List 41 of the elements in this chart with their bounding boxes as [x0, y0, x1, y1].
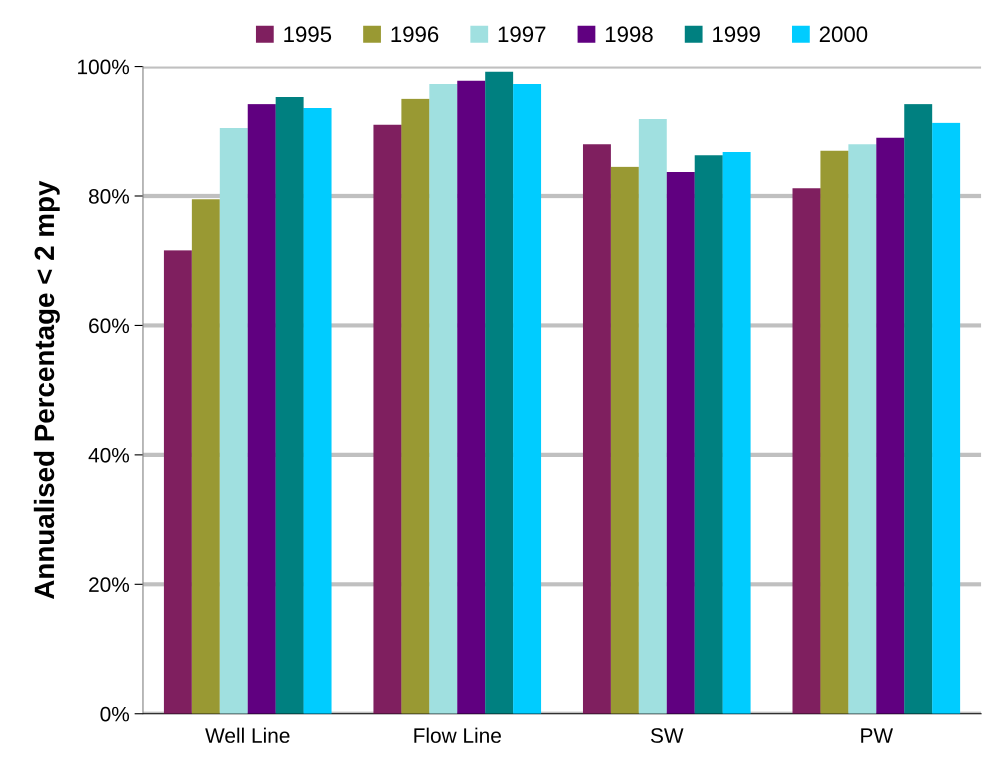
bar — [694, 155, 723, 714]
bar — [457, 80, 486, 714]
legend-label: 1998 — [606, 26, 653, 42]
x-tick-label: Flow Line — [414, 728, 501, 743]
y-tick-label: 0% — [100, 706, 130, 722]
bar — [373, 124, 402, 714]
x-tick-label: PW — [861, 728, 894, 743]
bar — [582, 144, 611, 714]
bar — [876, 138, 904, 714]
bar — [904, 104, 932, 714]
legend-label: 1995 — [284, 26, 332, 42]
bar — [220, 128, 248, 714]
bar — [848, 144, 876, 714]
legend-label: 1999 — [713, 26, 760, 42]
legend-label: 2000 — [820, 26, 868, 42]
x-tick-label: Well Line — [205, 728, 290, 743]
y-tick-label: 20% — [89, 577, 130, 592]
bar — [666, 172, 695, 714]
y-tick-label: 40% — [88, 448, 130, 463]
y-tick-label: 60% — [89, 318, 130, 334]
bar — [401, 98, 430, 714]
legend-label: 1997 — [498, 26, 546, 42]
y-axis-title: Annualised Percentage < 2 mpy — [34, 180, 60, 600]
bar — [638, 118, 667, 714]
bar — [485, 72, 514, 714]
y-tick-label: 80% — [88, 188, 130, 204]
bar — [192, 199, 220, 714]
bar — [792, 188, 820, 714]
y-tick-label: 100% — [78, 60, 130, 74]
bar — [276, 96, 304, 714]
bar — [513, 84, 542, 714]
bar — [164, 250, 192, 714]
x-tick-label: SW — [650, 728, 684, 743]
bar — [932, 122, 960, 714]
bar — [248, 104, 276, 714]
bar — [722, 152, 751, 714]
bar — [304, 108, 332, 714]
bar — [429, 84, 458, 714]
legend-label: 1996 — [392, 26, 438, 42]
bar — [610, 166, 639, 714]
bar — [820, 150, 848, 714]
